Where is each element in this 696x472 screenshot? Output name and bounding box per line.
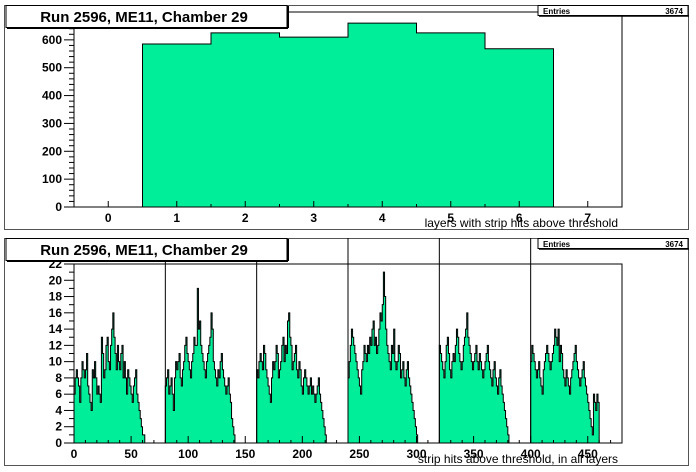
y-tick-label: 100 [42,172,62,186]
histogram-segment-3 [256,312,327,443]
y-tick-label: 8 [55,371,62,385]
y-tick-label: 12 [49,338,63,352]
x-tick-label: 450 [578,447,598,461]
title-box: Run 2596, ME11, Chamber 29 [5,238,289,262]
y-tick-label: 10 [49,355,63,369]
y-tick-label: 500 [42,61,62,75]
bar-layer-1 [142,44,211,208]
y-tick-label: 0 [55,200,62,214]
bar-layer-6 [485,48,554,208]
pad-layers: 0 100 200 300 400 500 600 0 1 2 3 4 5 6 7 layers with … [4,5,690,231]
y-tick-label: 400 [42,89,62,103]
x-tick-label: 0 [71,447,78,461]
y-tick-label: 16 [49,306,63,320]
y-tick-label: 2 [55,420,62,434]
stats-box: Entries 3674 [537,238,689,250]
y-tick-label: 4 [55,403,62,417]
stats-value: 3674 [665,240,683,249]
x-tick-label: 4 [379,211,386,225]
title-box: Run 2596, ME11, Chamber 29 [5,5,289,29]
x-tick-label: 400 [521,447,541,461]
x-tick-label: 6 [516,211,523,225]
x-tick-label: 2 [242,211,249,225]
chart-title: Run 2596, ME11, Chamber 29 [40,9,248,26]
histogram-outline-2 [164,287,236,443]
histogram-bars [74,12,622,208]
x-tick-label: 100 [178,447,198,461]
histogram-outline-6 [530,328,600,443]
bar-layer-3 [279,37,348,208]
x-tick-label: 150 [235,447,255,461]
x-axis-label: strip hits above threshold, in all layer… [418,452,618,466]
y-tick-label: 0 [55,436,62,450]
x-tick-label: 0 [105,211,112,225]
x-axis-label: layers with strip hits above threshold [425,216,618,230]
bar-layer-2 [211,32,280,208]
x-tick-label: 250 [349,447,369,461]
stats-label: Entries [543,240,571,249]
chart-title: Run 2596, ME11, Chamber 29 [40,242,248,259]
histogram-segment-4 [348,272,418,443]
y-tick-label: 20 [49,273,63,287]
histogram-outline-3 [256,312,327,443]
x-tick-label: 350 [464,447,484,461]
stats-label: Entries [543,7,571,16]
x-tick-label: 5 [447,211,454,225]
y-tick-label: 200 [42,144,62,158]
y-tick-label: 600 [42,33,62,47]
y-tick-label: 6 [55,387,62,401]
histogram-outline-1 [73,312,146,444]
x-tick-label: 50 [124,447,138,461]
histogram-outline-4 [347,271,419,443]
histogram-outline-5 [438,312,510,443]
histogram-segment-2 [165,288,235,443]
y-tick-label: 18 [49,290,63,304]
pad-strips: 0 2 4 6 8 10 12 14 16 18 20 22 0 50 100 150 200 250 300 350… [4,238,690,467]
x-tick-label: 7 [584,211,591,225]
bar-layer-4 [348,23,417,208]
x-tick-label: 300 [406,447,426,461]
chart-layers: 0 100 200 300 400 500 600 0 1 2 3 4 5 6 7 layers with … [4,5,689,230]
axes: 0 100 200 300 400 500 600 0 1 2 3 4 5 6 7 [42,11,623,225]
x-tick-label: 1 [173,211,180,225]
stats-box: Entries 3674 [537,5,689,17]
stats-value: 3674 [665,7,683,16]
histogram-outline [142,22,554,207]
y-tick-label: 14 [49,322,63,336]
y-tick-label: 300 [42,116,62,130]
layer-separators [164,238,532,443]
x-tick-label: 3 [310,211,317,225]
bar-layer-5 [416,32,485,208]
x-tick-label: 200 [292,447,312,461]
